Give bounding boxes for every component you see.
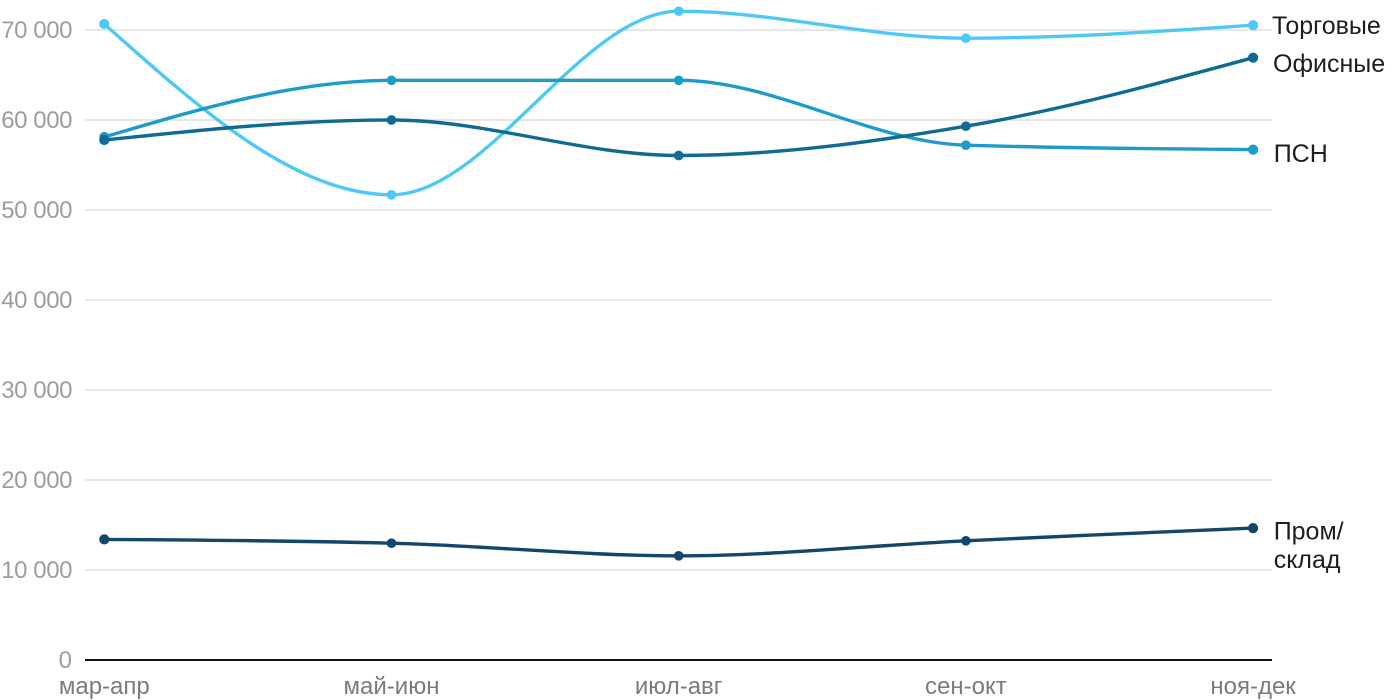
svg-text:ноя-дек: ноя-дек	[1210, 673, 1296, 700]
svg-text:Офисные: Офисные	[1273, 50, 1385, 78]
svg-text:мар-апр: мар-апр	[59, 673, 150, 700]
svg-text:ПСН: ПСН	[1274, 140, 1328, 168]
svg-text:70 000: 70 000	[1, 17, 72, 44]
svg-text:сен-окт: сен-окт	[925, 673, 1007, 700]
svg-text:0: 0	[59, 647, 72, 674]
svg-text:июл-авг: июл-авг	[635, 673, 723, 700]
svg-text:склад: склад	[1274, 546, 1341, 574]
svg-text:20 000: 20 000	[1, 467, 72, 494]
svg-text:май-июн: май-июн	[344, 673, 440, 700]
svg-text:10 000: 10 000	[1, 557, 72, 584]
svg-text:30 000: 30 000	[1, 377, 72, 404]
svg-text:Пром/: Пром/	[1274, 518, 1344, 546]
svg-text:50 000: 50 000	[1, 197, 72, 224]
svg-text:40 000: 40 000	[1, 287, 72, 314]
svg-text:Торговые: Торговые	[1272, 12, 1381, 40]
svg-text:60 000: 60 000	[1, 107, 72, 134]
